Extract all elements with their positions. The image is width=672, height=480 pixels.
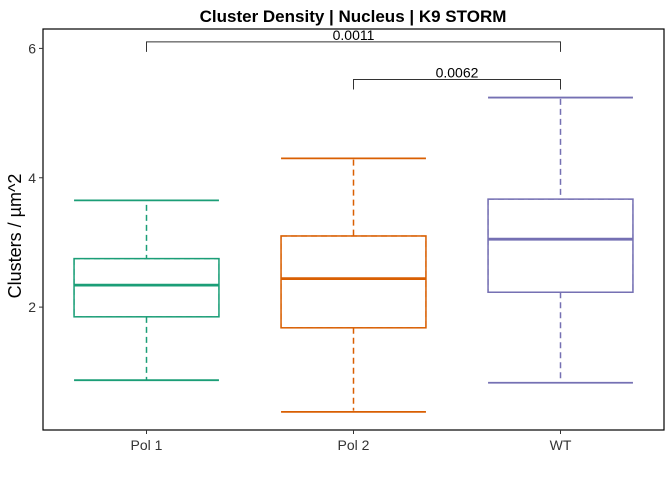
x-tick-label: Pol 2 xyxy=(338,437,370,453)
box-pol-1 xyxy=(73,199,220,382)
y-tick-label: 2 xyxy=(28,299,36,315)
chart-title: Cluster Density | Nucleus | K9 STORM xyxy=(200,7,507,26)
box-pol-2 xyxy=(280,157,427,413)
iqr-box xyxy=(73,257,220,318)
overlay-box-dashed xyxy=(487,198,634,293)
iqr-box xyxy=(280,235,427,329)
bracket-line xyxy=(146,41,561,52)
significance-brackets: 0.0011 0.0062 xyxy=(146,27,561,90)
bracket-line xyxy=(353,78,561,90)
x-axis: Pol 1 Pol 2 WT xyxy=(131,430,572,453)
x-tick-label: WT xyxy=(550,437,572,453)
y-tick-label: 4 xyxy=(28,170,36,186)
bracket-pol2-wt: 0.0062 xyxy=(353,64,561,90)
x-tick-label: Pol 1 xyxy=(131,437,163,453)
y-axis-label: Clusters / µm^2 xyxy=(5,174,25,299)
iqr-box xyxy=(487,198,634,293)
y-axis: 2 4 6 xyxy=(28,40,43,315)
boxes xyxy=(73,96,634,413)
p-value-label: 0.0062 xyxy=(436,64,479,80)
overlay-box-dashed xyxy=(280,235,427,329)
y-tick-label: 6 xyxy=(28,40,36,56)
bracket-pol1-wt: 0.0011 xyxy=(146,27,561,52)
box-wt xyxy=(487,96,634,384)
p-value-label: 0.0011 xyxy=(333,27,375,43)
overlay-box-dashed xyxy=(73,258,220,318)
